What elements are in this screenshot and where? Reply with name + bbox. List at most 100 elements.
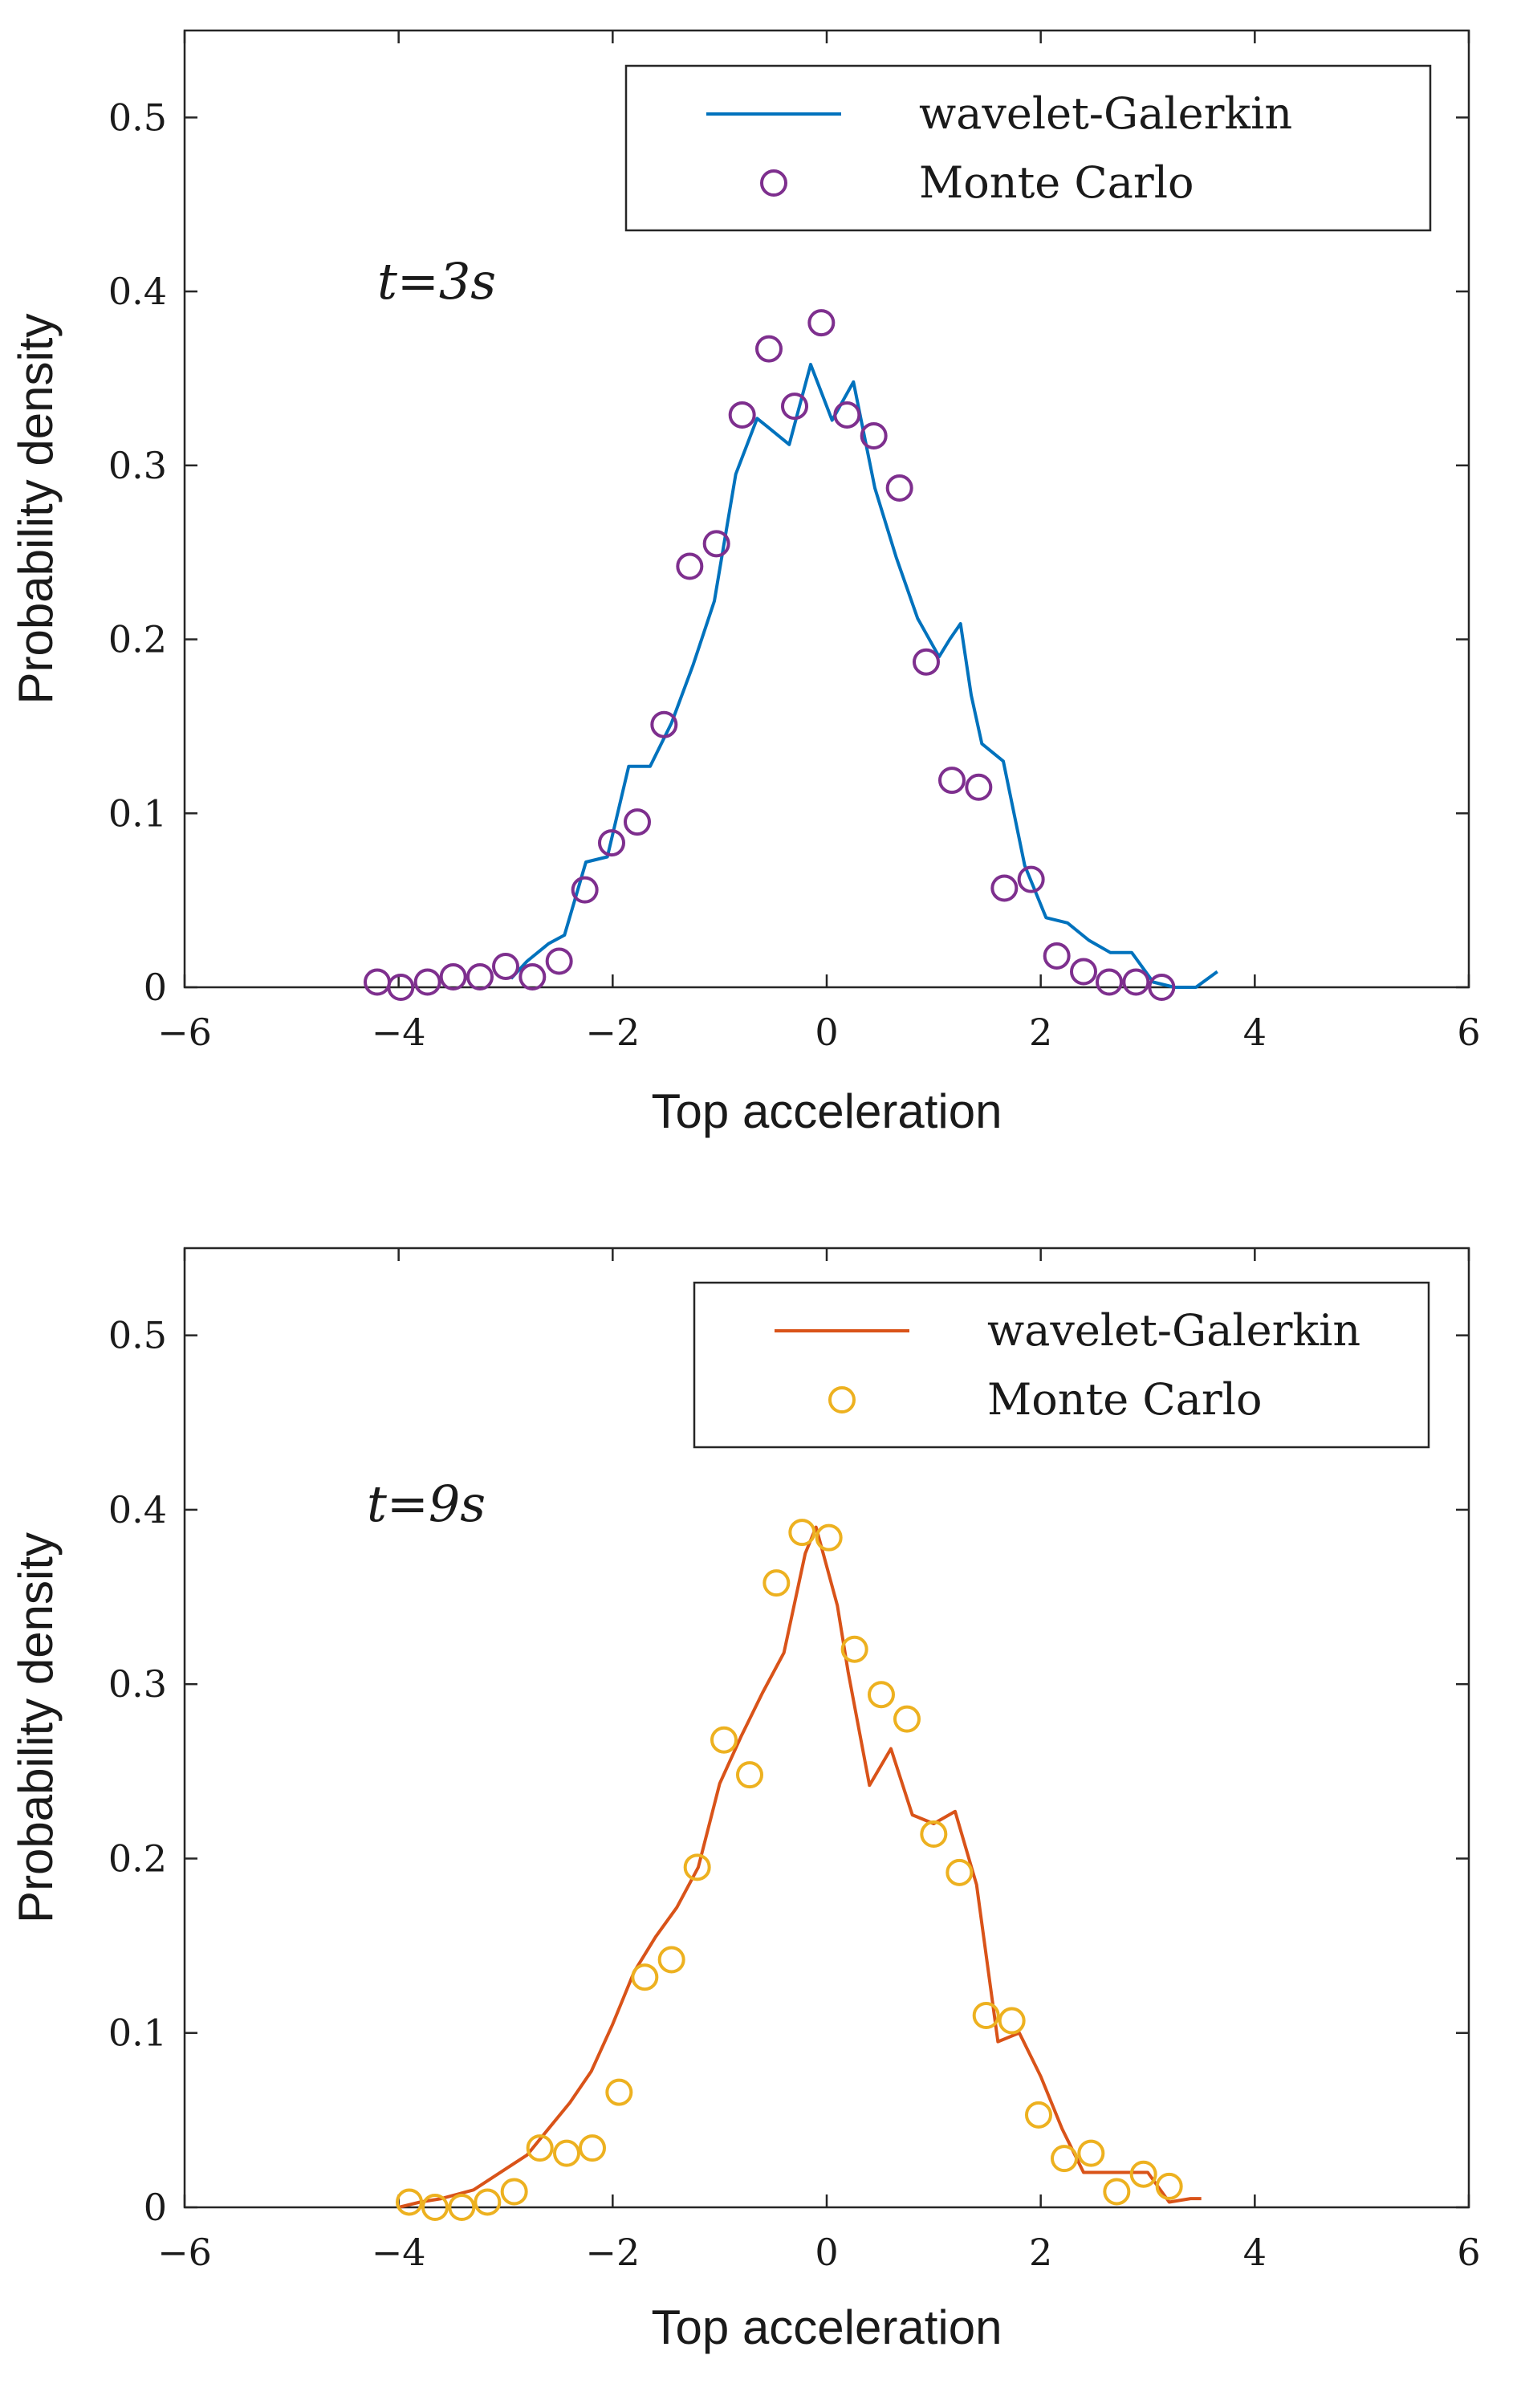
data-point-monte-carlo	[1077, 2139, 1105, 2167]
x-tick-label: 6	[1457, 2231, 1480, 2274]
x-tick-label: −4	[372, 1011, 426, 1054]
y-tick-label: 0.1	[108, 2011, 167, 2055]
x-tick-label: 0	[815, 2231, 838, 2274]
legend-box	[693, 1281, 1430, 1449]
data-point-monte-carlo	[396, 2188, 423, 2216]
data-point-monte-carlo	[624, 808, 651, 836]
data-point-monte-carlo	[833, 401, 861, 429]
data-point-monte-carlo	[840, 1635, 868, 1663]
series-line-wavelet-galerkin	[398, 1525, 1202, 2209]
data-point-monte-carlo	[439, 962, 467, 990]
data-point-monte-carlo	[755, 335, 783, 363]
time-annotation: t=3s	[377, 252, 496, 311]
data-point-monte-carlo	[1129, 2160, 1157, 2188]
data-point-monte-carlo	[1070, 958, 1097, 986]
legend-marker-swatch	[760, 169, 787, 197]
data-point-monte-carlo	[736, 1761, 763, 1789]
data-point-monte-carlo	[1051, 2145, 1078, 2173]
time-annotation: t=9s	[367, 1474, 486, 1533]
y-tick-label: 0.1	[108, 791, 167, 835]
data-point-monte-carlo	[605, 2078, 633, 2106]
data-point-monte-carlo	[710, 1726, 738, 1754]
data-point-monte-carlo	[998, 2007, 1026, 2035]
data-point-monte-carlo	[466, 962, 494, 990]
data-point-monte-carlo	[1103, 2178, 1131, 2206]
data-point-monte-carlo	[579, 2134, 606, 2162]
data-point-monte-carlo	[571, 876, 599, 904]
data-point-monte-carlo	[526, 2134, 554, 2162]
data-point-monte-carlo	[920, 1820, 948, 1849]
y-tick-label: 0.5	[108, 1314, 167, 1357]
data-point-monte-carlo	[913, 648, 940, 676]
x-axis-label: Top acceleration	[652, 2300, 1002, 2354]
y-tick-label: 0.2	[108, 1837, 167, 1880]
data-point-monte-carlo	[598, 829, 625, 857]
data-point-monte-carlo	[545, 947, 573, 975]
data-point-monte-carlo	[762, 1569, 791, 1597]
data-point-monte-carlo	[676, 552, 704, 580]
data-point-monte-carlo	[492, 952, 519, 980]
y-tick-label: 0	[144, 2186, 167, 2229]
data-point-monte-carlo	[702, 530, 730, 558]
data-point-monte-carlo	[807, 309, 836, 337]
y-axis-label: Probability density	[9, 1532, 63, 1923]
data-point-monte-carlo	[728, 401, 756, 429]
data-point-monte-carlo	[364, 968, 391, 996]
x-tick-label: −2	[585, 1011, 640, 1054]
data-point-monte-carlo	[518, 962, 547, 990]
y-tick-label: 0.2	[108, 618, 167, 661]
x-tick-label: 6	[1457, 1011, 1480, 1054]
x-tick-label: −6	[157, 1011, 212, 1054]
data-point-monte-carlo	[553, 2139, 580, 2167]
data-point-monte-carlo	[781, 393, 808, 421]
data-point-monte-carlo	[815, 1523, 843, 1552]
data-point-monte-carlo	[893, 1705, 921, 1733]
legend-label-monte-carlo: Monte Carlo	[919, 157, 1194, 208]
data-point-monte-carlo	[868, 1681, 895, 1709]
data-point-monte-carlo	[1155, 2172, 1183, 2200]
x-tick-label: 0	[815, 1011, 838, 1054]
x-tick-label: 2	[1029, 1011, 1052, 1054]
data-point-monte-carlo	[1148, 974, 1176, 1001]
x-axis-label: Top acceleration	[652, 1084, 1002, 1138]
data-point-monte-carlo	[938, 767, 966, 795]
y-tick-label: 0.5	[108, 96, 167, 139]
x-tick-label: −4	[372, 2231, 426, 2274]
chart-panel-bottom: −6 −4 −2 0 2 4 6 0 0.1 0.2 0.3 0.4 0.5 Top accelerati…	[9, 1247, 1481, 2354]
x-tick-label: 4	[1243, 1011, 1267, 1054]
y-tick-label: 0.3	[108, 444, 167, 487]
data-point-monte-carlo	[972, 2002, 1000, 2029]
data-point-monte-carlo	[448, 2194, 476, 2221]
legend-label-wavelet-galerkin: wavelet-Galerkin	[919, 88, 1292, 139]
data-point-monte-carlo	[631, 1963, 659, 1991]
data-point-monte-carlo	[683, 1853, 711, 1881]
y-tick-label: 0	[144, 966, 167, 1009]
data-point-monte-carlo	[1096, 968, 1123, 996]
data-point-monte-carlo	[650, 710, 678, 738]
data-point-monte-carlo	[657, 1946, 685, 1974]
chart-panel-top: −6 −4 −2 0 2 4 6 0 0.1 0.2 0.3 0.4 0.5 Top accelerati…	[9, 29, 1481, 1138]
data-point-monte-carlo	[1043, 942, 1071, 970]
legend-marker-swatch	[828, 1386, 856, 1413]
series-line-wavelet-galerkin	[510, 363, 1218, 989]
data-point-monte-carlo	[421, 2194, 449, 2221]
data-point-monte-carlo	[474, 2188, 502, 2216]
data-point-monte-carlo	[1025, 2101, 1052, 2129]
x-tick-label: 2	[1029, 2231, 1052, 2274]
data-point-monte-carlo	[1122, 968, 1150, 996]
data-point-monte-carlo	[1017, 865, 1045, 893]
y-tick-label: 0.4	[108, 270, 167, 313]
y-tick-label: 0.4	[108, 1488, 167, 1531]
y-tick-label: 0.3	[108, 1662, 167, 1706]
data-point-monte-carlo	[788, 1519, 816, 1547]
data-point-monte-carlo	[990, 874, 1019, 902]
x-tick-label: −2	[585, 2231, 640, 2274]
data-point-monte-carlo	[500, 2178, 528, 2206]
data-point-monte-carlo	[946, 1858, 974, 1886]
legend-box	[624, 64, 1432, 232]
x-tick-label: −6	[157, 2231, 212, 2274]
data-point-monte-carlo	[885, 474, 913, 502]
legend-label-monte-carlo: Monte Carlo	[987, 1374, 1263, 1425]
data-point-monte-carlo	[413, 968, 441, 996]
